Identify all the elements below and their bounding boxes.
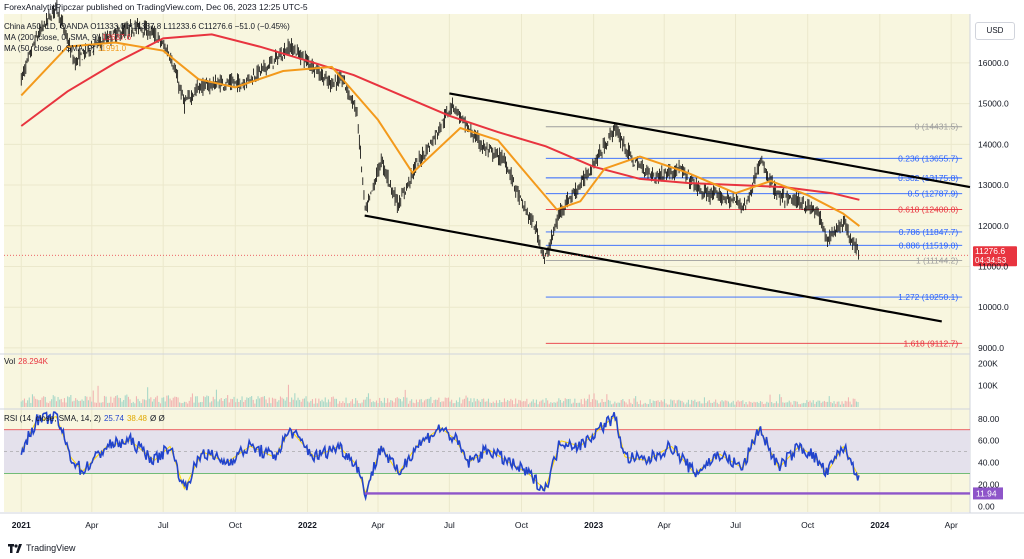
time-tick-label: Jul <box>444 520 455 530</box>
legend-ma200-label: MA (200, close, 0, SMA, 9) <box>4 33 100 42</box>
rsi-tick-label: 80.00 <box>978 414 1000 424</box>
fib-level-label: 0.618 (12400.0) <box>898 204 958 214</box>
price-tick-label: 15000.0 <box>978 99 1009 109</box>
last-price-countdown: 04:34:53 <box>975 256 1007 265</box>
time-tick-label: 2022 <box>298 520 317 530</box>
time-tick-label: Oct <box>515 520 529 530</box>
volume-tick-label: 100K <box>978 380 998 390</box>
fib-level-label: 0.382 (13175.8) <box>898 173 958 183</box>
rsi-support-badge <box>973 487 1003 500</box>
ma50-line <box>20 41 861 227</box>
legend-vol-value: 28.294K <box>18 357 48 366</box>
fib-level-label: 1.272 (10250.1) <box>898 292 958 302</box>
legend-symbol-text: China A50, 1D, OANDA O11333.0 H11337.8 L… <box>4 22 290 31</box>
tradingview-logo-icon <box>8 543 22 553</box>
fib-level-label: 1.618 (9112.7) <box>903 338 958 348</box>
legend-ma50-value: 11991.0 <box>97 44 127 53</box>
time-tick-label: Jul <box>158 520 169 530</box>
legend-rsi-extra: Ø Ø <box>150 414 165 423</box>
trendline <box>364 214 942 323</box>
time-tick-label: Apr <box>945 520 958 530</box>
time-tick-label: Oct <box>229 520 243 530</box>
footer-brand-text: TradingView <box>26 543 76 553</box>
time-tick-label: Jul <box>730 520 741 530</box>
time-tick-label: 2023 <box>584 520 603 530</box>
legend-rsi-label: RSI (14, close, SMA, 14, 2) <box>4 414 101 423</box>
footer-brand: TradingView <box>8 543 76 553</box>
ma200-line <box>20 33 860 201</box>
rsi-support-value: 11.94 <box>976 488 997 498</box>
price-tick-label: 9000.0 <box>978 343 1004 353</box>
time-tick-label: Apr <box>371 520 384 530</box>
price-tick-label: 10000.0 <box>978 302 1009 312</box>
legend-symbol: China A50, 1D, OANDA O11333.0 H11337.8 L… <box>4 22 290 31</box>
price-tick-label: 12000.0 <box>978 221 1009 231</box>
trendline <box>449 92 971 189</box>
last-price-value: 11276.6 <box>975 246 1005 256</box>
volume-tick-label: 200K <box>978 359 998 369</box>
fib-level-label: 0.786 (11847.7) <box>899 227 959 237</box>
fib-level-label: 1 (11144.2) <box>916 256 958 266</box>
fib-level-label: 0.886 (11519.0) <box>899 240 959 250</box>
legend-ma200-value: 12637.6 <box>102 33 132 42</box>
legend-rsi-ma-value: 38.48 <box>126 414 147 423</box>
fib-level-label: 0 (14431.5) <box>915 122 959 132</box>
legend-ma200: MA (200, close, 0, SMA, 9) 12637.6 <box>4 33 131 42</box>
price-tick-label: 16000.0 <box>978 58 1009 68</box>
rsi-line <box>20 411 860 502</box>
time-tick-label: Apr <box>658 520 671 530</box>
price-tick-label: 13000.0 <box>978 180 1009 190</box>
currency-button[interactable]: USD <box>975 22 1015 40</box>
time-tick-label: Apr <box>85 520 98 530</box>
legend-rsi-value: 25.74 <box>103 414 124 423</box>
rsi-tick-label: 40.00 <box>978 458 1000 468</box>
price-tick-label: 11000.0 <box>978 261 1008 271</box>
price-tick-label: 14000.0 <box>978 139 1009 149</box>
legend-ma50-label: MA (50, close, 0, SMA, 9) <box>4 44 95 53</box>
last-price-badge <box>973 246 1017 267</box>
legend-vol-label: Vol <box>4 357 16 366</box>
publish-header: ForexAnalytixPipczar published on Tradin… <box>4 2 308 12</box>
fib-level-label: 0.5 (12787.9) <box>908 189 959 199</box>
rsi-tick-label: 20.00 <box>978 480 1000 490</box>
time-tick-label: 2024 <box>870 520 889 530</box>
time-tick-label: Oct <box>801 520 815 530</box>
plot-background <box>4 14 970 512</box>
rsi-tick-label: 0.00 <box>978 502 995 512</box>
legend-ma50: MA (50, close, 0, SMA, 9) 11991.0 <box>4 44 126 53</box>
rsi-tick-label: 60.00 <box>978 436 1000 446</box>
legend-rsi: RSI (14, close, SMA, 14, 2) 25.74 38.48 Ø Ø <box>4 414 165 423</box>
legend-volume: Vol 28.294K <box>4 357 48 366</box>
time-tick-label: 2021 <box>12 520 31 530</box>
fib-level-label: 0.236 (13655.7) <box>898 153 958 163</box>
